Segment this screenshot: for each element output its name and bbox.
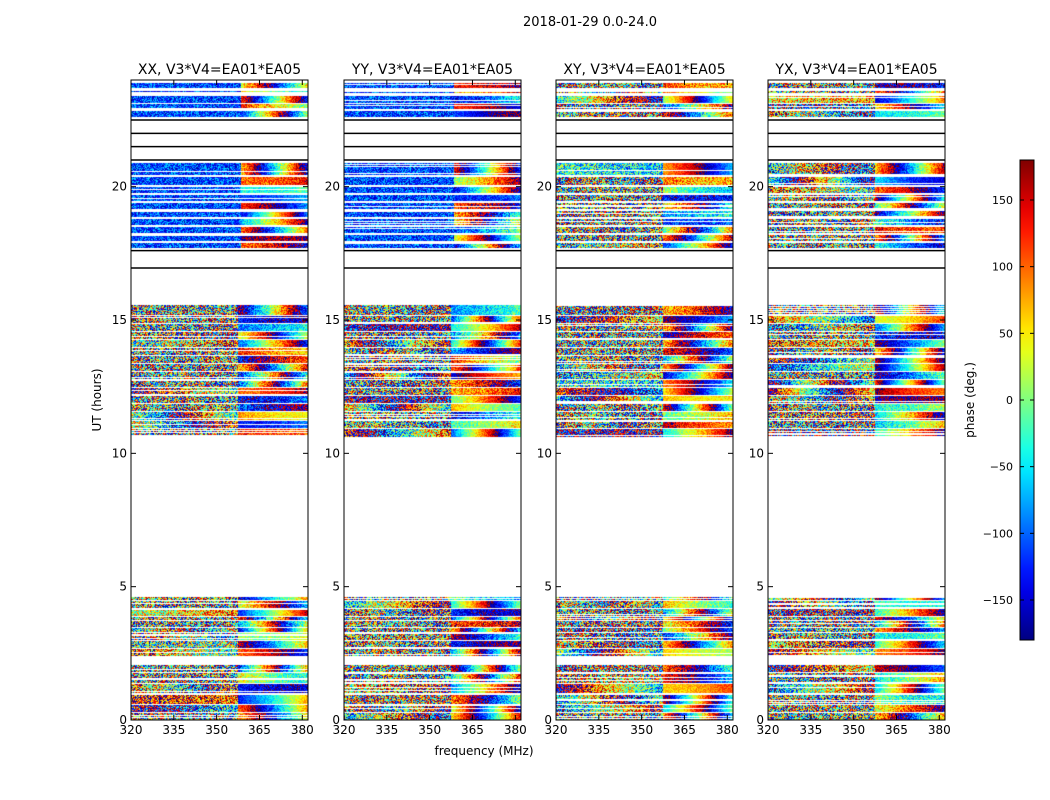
x-tick-label: 365 <box>248 723 271 737</box>
phase-heatmap-3 <box>768 80 945 720</box>
x-tick-label: 365 <box>461 723 484 737</box>
colorbar: 150 100 50 0 −50 −100 −150 phase (deg.) <box>963 159 1035 641</box>
y-tick-label: 0 <box>119 713 127 727</box>
y-tick-label: 5 <box>544 580 552 594</box>
colorbar-tick-label: 50 <box>999 327 1013 340</box>
y-axis-label: UT (hours) <box>90 368 104 431</box>
y-tick-label: 15 <box>325 313 340 327</box>
panel-frame <box>130 79 309 721</box>
y-tick-label: 5 <box>119 580 127 594</box>
y-tick-label: 5 <box>332 580 340 594</box>
phase-heatmap-1 <box>344 80 521 720</box>
x-tick-label: 380 <box>291 723 314 737</box>
panel-frame <box>767 79 946 721</box>
x-tick-label: 350 <box>842 723 865 737</box>
x-axis-label: frequency (MHz) <box>434 744 533 758</box>
colorbar-tick-label: 100 <box>992 261 1013 274</box>
y-tick-label: 15 <box>537 313 552 327</box>
x-tick-label: 335 <box>799 723 822 737</box>
y-tick-label: 20 <box>325 180 340 194</box>
panel-title: XY, V3*V4=EA01*EA05 <box>563 62 725 78</box>
x-tick-label: 335 <box>162 723 185 737</box>
x-tick-label: 350 <box>630 723 653 737</box>
x-tick-label: 380 <box>928 723 951 737</box>
x-tick-label: 320 <box>120 723 143 737</box>
panels-group: XX, V3*V4=EA01*EA05 320 335 350 365 380 0 5 10 15… <box>112 62 951 737</box>
x-tick-label: 350 <box>205 723 228 737</box>
x-tick-label: 365 <box>673 723 696 737</box>
panel-title: YX, V3*V4=EA01*EA05 <box>774 62 937 78</box>
x-tick-label: 365 <box>885 723 908 737</box>
y-tick-label: 10 <box>749 446 764 460</box>
y-tick-label: 15 <box>112 313 127 327</box>
x-tick-label: 320 <box>757 723 780 737</box>
y-tick-label: 10 <box>537 446 552 460</box>
x-tick-label: 335 <box>587 723 610 737</box>
colorbar-tick-label: −100 <box>983 527 1013 540</box>
y-tick-label: 20 <box>537 180 552 194</box>
panel-1: YY, V3*V4=EA01*EA05 320 335 350 365 380 0 5 10 15… <box>325 62 527 737</box>
phase-heatmap-2 <box>556 80 733 720</box>
x-tick-label: 320 <box>333 723 356 737</box>
panel-frame <box>343 79 522 721</box>
y-tick-label: 5 <box>756 580 764 594</box>
panel-0: XX, V3*V4=EA01*EA05 320 335 350 365 380 0 5 10 15… <box>112 62 314 737</box>
panel-title: YY, V3*V4=EA01*EA05 <box>351 62 513 78</box>
phase-heatmap-0 <box>131 80 308 720</box>
y-tick-label: 10 <box>325 446 340 460</box>
y-tick-label: 0 <box>332 713 340 727</box>
y-tick-label: 0 <box>544 713 552 727</box>
x-tick-label: 335 <box>375 723 398 737</box>
panel-title: XX, V3*V4=EA01*EA05 <box>138 62 301 78</box>
x-tick-label: 380 <box>716 723 739 737</box>
colorbar-label: phase (deg.) <box>963 362 977 438</box>
panel-2: XY, V3*V4=EA01*EA05 320 335 350 365 380 0 5 10 15… <box>537 62 739 737</box>
y-tick-label: 15 <box>749 313 764 327</box>
y-tick-label: 20 <box>112 180 127 194</box>
figure-title: 2018-01-29 0.0-24.0 <box>523 15 657 30</box>
colorbar-tick-label: −150 <box>983 594 1013 607</box>
panel-frame <box>555 79 734 721</box>
y-tick-label: 20 <box>749 180 764 194</box>
y-tick-label: 10 <box>112 446 127 460</box>
x-tick-label: 320 <box>545 723 568 737</box>
colorbar-tick-label: 150 <box>992 194 1013 207</box>
x-tick-label: 350 <box>418 723 441 737</box>
panel-3: YX, V3*V4=EA01*EA05 320 335 350 365 380 0 5 10 15… <box>749 62 951 737</box>
y-tick-label: 0 <box>756 713 764 727</box>
colorbar-tick-label: −50 <box>990 461 1013 474</box>
colorbar-tick-label: 0 <box>1006 394 1013 407</box>
x-tick-label: 380 <box>504 723 527 737</box>
